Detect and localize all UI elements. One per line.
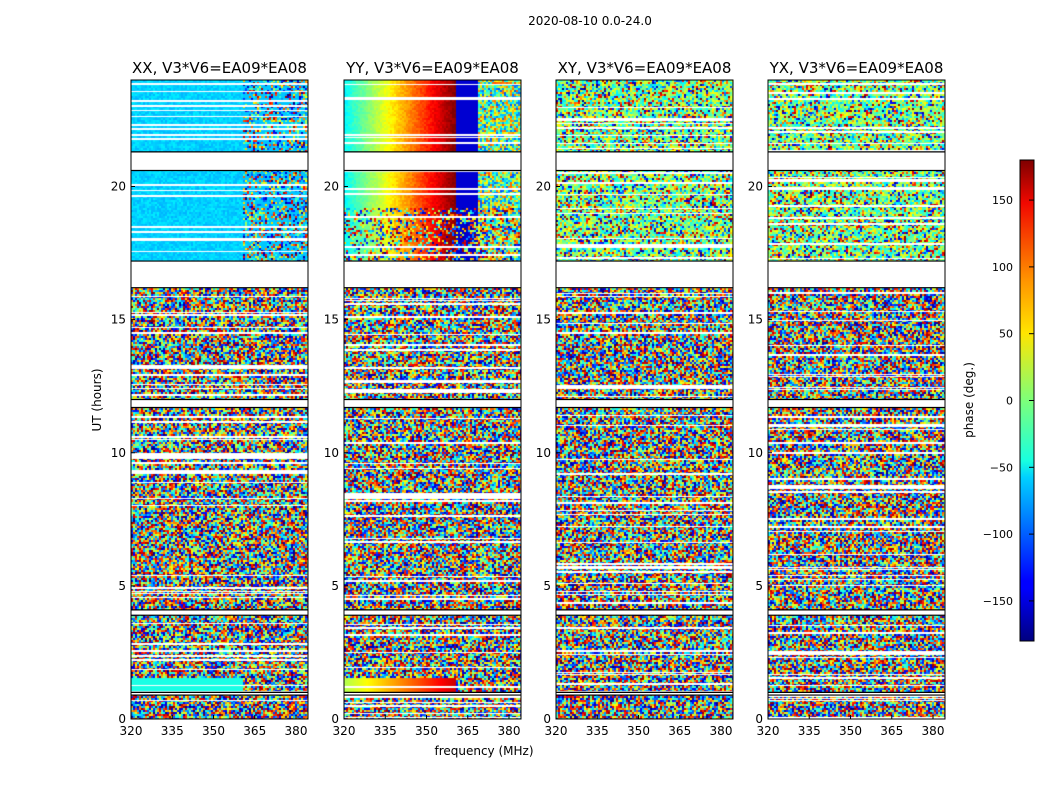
axes-frame	[343, 79, 522, 720]
x-tick-label: 335	[374, 724, 397, 738]
flagged-gap	[768, 151, 945, 171]
x-tick-label: 350	[627, 724, 650, 738]
flagged-gap	[556, 151, 733, 171]
suptitle: 2020-08-10 0.0-24.0	[528, 14, 652, 28]
colorbar-ticks: 150 100 50 0 −50 −100 −150	[983, 194, 1034, 608]
x-tick-label: 365	[668, 724, 691, 738]
panel-xx: XX, V3*V6=EA09*EA08 320 335 350 365 380 0 5 10 15…	[111, 59, 309, 738]
axes-frame	[767, 79, 946, 720]
x-tick-label: 335	[586, 724, 609, 738]
colorbar-tick-label: 150	[992, 194, 1013, 207]
y-tick-label: 20	[111, 180, 126, 194]
flagged-gap	[131, 609, 308, 616]
x-tick-label: 320	[333, 724, 356, 738]
y-tick-label: 5	[543, 579, 551, 593]
x-tick-label: 365	[880, 724, 903, 738]
flagged-gap	[344, 151, 521, 171]
colorbar-tick-label: −100	[983, 528, 1013, 541]
x-tick-label: 335	[161, 724, 184, 738]
axes-frame	[130, 79, 309, 720]
x-tick-label: 365	[243, 724, 266, 738]
x-tick-label: 350	[202, 724, 225, 738]
colorbar-tick-label: 50	[999, 328, 1013, 341]
flagged-gap	[344, 261, 521, 288]
flagged-gap	[556, 399, 733, 408]
y-tick-label: 0	[543, 712, 551, 726]
flagged-gap	[344, 399, 521, 408]
colorbar: 150 100 50 0 −50 −100 −150 phase (deg.)	[962, 159, 1035, 642]
flagged-gap	[556, 692, 733, 696]
y-tick-label: 0	[331, 712, 339, 726]
colorbar-label: phase (deg.)	[962, 362, 976, 438]
y-tick-label: 15	[536, 313, 551, 327]
panel-title: YX, V3*V6=EA09*EA08	[769, 59, 944, 77]
y-tick-label: 5	[755, 579, 763, 593]
flagged-gap	[344, 692, 521, 696]
panel-yy: YY, V3*V6=EA09*EA08 320 335 350 365 380 0 5 10 15…	[324, 59, 522, 738]
x-tick-label: 320	[120, 724, 143, 738]
x-tick-label: 350	[839, 724, 862, 738]
flagged-gap	[768, 692, 945, 696]
flagged-gap	[131, 692, 308, 696]
flagged-gap	[768, 399, 945, 408]
x-tick-label: 320	[545, 724, 568, 738]
x-tick-label: 335	[798, 724, 821, 738]
y-tick-label: 10	[536, 446, 551, 460]
panel-xy: XY, V3*V6=EA09*EA08 320 335 350 365 380 0 5 10 15…	[536, 59, 734, 738]
panel-yx: YX, V3*V6=EA09*EA08 320 335 350 365 380 0 5 10 15…	[748, 59, 946, 738]
colorbar-tick-label: −150	[983, 595, 1013, 608]
x-tick-label: 365	[456, 724, 479, 738]
colorbar-tick-label: 0	[1006, 395, 1013, 408]
flagged-gap	[556, 261, 733, 288]
x-tick-label: 320	[757, 724, 780, 738]
panel-title: XX, V3*V6=EA09*EA08	[132, 59, 307, 77]
x-tick-label: 380	[710, 724, 733, 738]
y-tick-label: 10	[748, 446, 763, 460]
y-tick-label: 15	[748, 313, 763, 327]
flagged-gap	[131, 399, 308, 408]
flagged-gap	[556, 609, 733, 616]
x-tick-label: 380	[922, 724, 945, 738]
flagged-gap	[131, 261, 308, 288]
y-tick-label: 0	[755, 712, 763, 726]
y-tick-label: 5	[118, 579, 126, 593]
flagged-gap	[131, 151, 308, 171]
y-axis-label: UT (hours)	[90, 368, 104, 431]
y-tick-label: 20	[324, 180, 339, 194]
flagged-gap	[768, 261, 945, 288]
y-tick-label: 15	[111, 313, 126, 327]
y-tick-label: 20	[536, 180, 551, 194]
x-axis-label: frequency (MHz)	[434, 744, 533, 758]
x-tick-label: 380	[498, 724, 521, 738]
colorbar-tick-label: 100	[992, 261, 1013, 274]
x-tick-label: 380	[285, 724, 308, 738]
colorbar-tick-label: −50	[990, 461, 1013, 474]
panel-title: XY, V3*V6=EA09*EA08	[558, 59, 732, 77]
y-tick-label: 0	[118, 712, 126, 726]
panels: XX, V3*V6=EA09*EA08 320 335 350 365 380 0 5 10 15…	[111, 59, 946, 738]
y-tick-label: 10	[324, 446, 339, 460]
axes-frame	[555, 79, 734, 720]
y-tick-label: 15	[324, 313, 339, 327]
y-tick-label: 5	[331, 579, 339, 593]
flagged-gap	[768, 609, 945, 616]
flagged-gap	[344, 609, 521, 616]
y-tick-label: 20	[748, 180, 763, 194]
x-tick-label: 350	[415, 724, 438, 738]
y-tick-label: 10	[111, 446, 126, 460]
panel-title: YY, V3*V6=EA09*EA08	[345, 59, 519, 77]
